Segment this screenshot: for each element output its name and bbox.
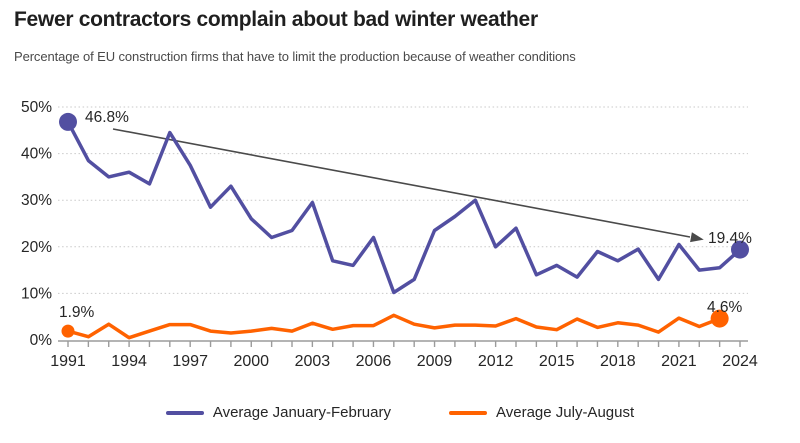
annotation-label: 4.6% xyxy=(707,299,743,316)
y-tick-label: 0% xyxy=(30,332,53,349)
x-tick-label: 2012 xyxy=(478,353,514,370)
chart-title: Fewer contractors complain about bad win… xyxy=(14,8,538,31)
y-axis: 0% 10% 20% 30% 40% 50% xyxy=(21,99,748,349)
x-axis: 1991 1994 1997 2000 2003 2006 2009 2012 2015 2018… xyxy=(50,340,758,370)
x-tick-label: 1994 xyxy=(111,353,147,370)
x-tick-label: 2009 xyxy=(417,353,453,370)
y-tick-label: 10% xyxy=(21,285,52,302)
x-tick-label: 1997 xyxy=(172,353,208,370)
chart-subtitle: Percentage of EU construction firms that… xyxy=(14,49,576,64)
jul-aug-line-swatch-icon xyxy=(449,410,487,415)
trend-line xyxy=(112,128,691,238)
x-tick-label: 2003 xyxy=(295,353,331,370)
trend-arrow xyxy=(112,128,704,243)
annotation-label: 46.8% xyxy=(85,109,129,126)
y-tick-label: 30% xyxy=(21,192,52,209)
x-tick-label: 2024 xyxy=(722,353,758,370)
y-tick-label: 20% xyxy=(21,239,52,256)
marker-dot xyxy=(710,309,729,328)
x-tick-label: 1991 xyxy=(50,353,86,370)
legend: Average January-February Average July-Au… xyxy=(0,404,800,421)
jan-feb-line-swatch-icon xyxy=(165,410,204,415)
x-tick-label: 2018 xyxy=(600,353,636,370)
arrowhead-icon xyxy=(690,232,704,243)
marker-dot xyxy=(731,240,749,259)
annotation-label: 1.9% xyxy=(59,304,95,321)
x-tick-label: 2000 xyxy=(233,353,269,370)
y-tick-label: 50% xyxy=(21,99,52,116)
legend-item-jan-feb: Average January-February xyxy=(165,404,391,421)
legend-item-jul-aug: Average July-August xyxy=(449,404,634,421)
series-line-1 xyxy=(66,313,722,340)
legend-label-jan-feb: Average January-February xyxy=(212,404,391,421)
x-tick-label: 2021 xyxy=(661,353,697,370)
series-line-0 xyxy=(66,120,742,295)
y-tick-label: 40% xyxy=(21,146,52,163)
x-tick-label: 2015 xyxy=(539,353,575,370)
line-chart: 0% 10% 20% 30% 40% 50% 1991 1994 1997 2000 2003 200… xyxy=(21,99,758,370)
x-tick-label: 2006 xyxy=(356,353,392,370)
annotation-label: 19.4% xyxy=(708,230,752,247)
legend-label-jul-aug: Average July-August xyxy=(496,404,635,421)
marker-dot xyxy=(61,324,75,338)
marker-dot xyxy=(59,112,77,131)
